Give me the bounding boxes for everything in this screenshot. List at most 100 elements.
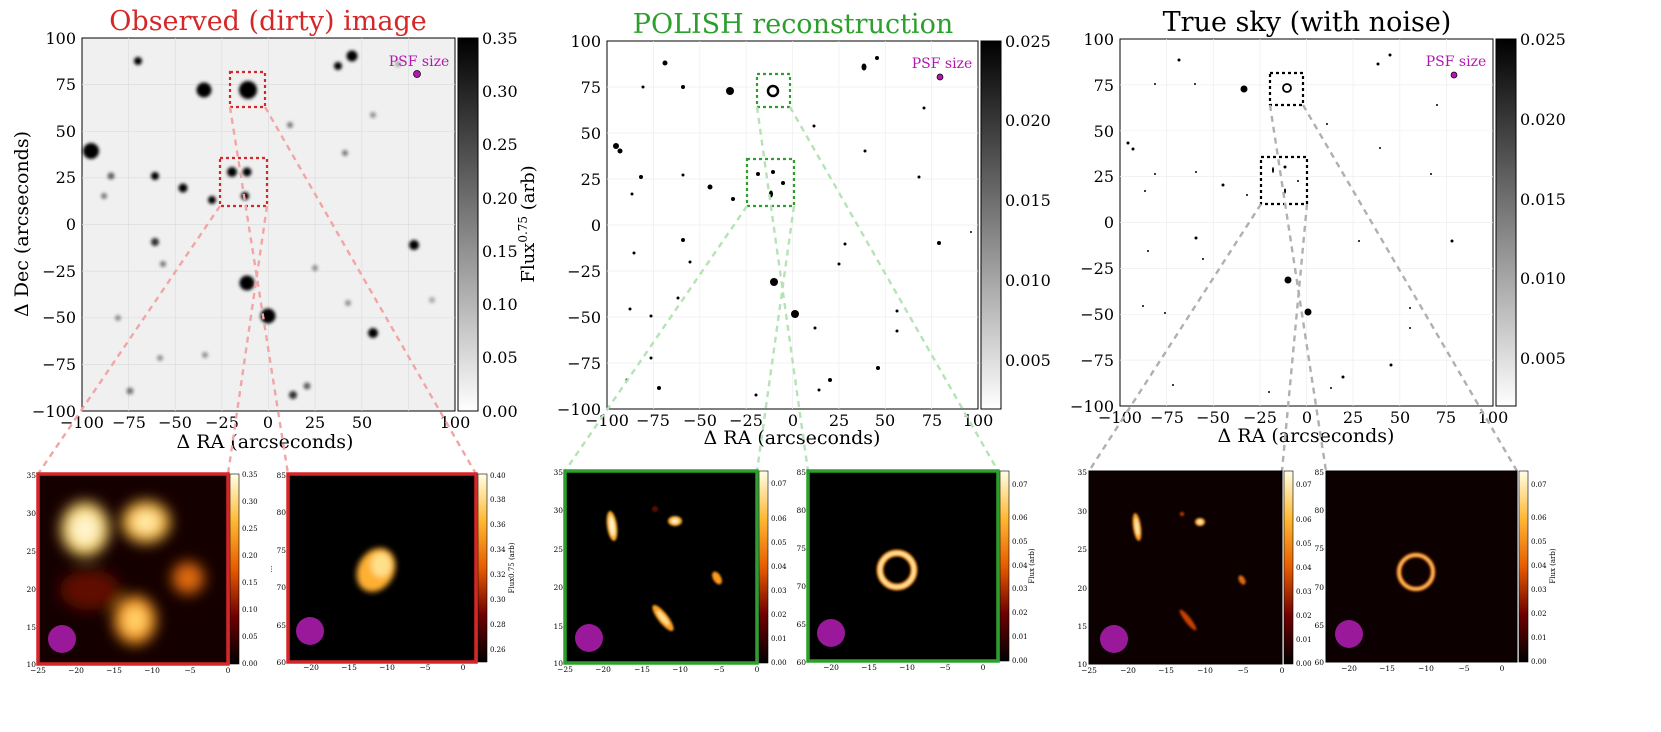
xtick: −100 bbox=[585, 411, 629, 430]
inset-cbtick: 0.05 bbox=[771, 539, 787, 547]
ytick: −100 bbox=[1070, 397, 1114, 416]
inset-cbtick: 0.07 bbox=[771, 480, 787, 488]
inset-xtick: −25 bbox=[30, 666, 46, 675]
inset-ytick: 30 bbox=[1077, 507, 1087, 516]
inset-xtick: −15 bbox=[106, 666, 122, 675]
inset-cbtick: 0.03 bbox=[1012, 585, 1028, 593]
cbtick: 0.25 bbox=[482, 135, 518, 154]
inset-cblabel: Flux (arb) bbox=[1028, 548, 1036, 584]
true-sources bbox=[1126, 53, 1454, 393]
cbtick: 0.020 bbox=[1520, 110, 1566, 129]
inset-cbtick: 0.01 bbox=[1296, 636, 1312, 644]
inset-xtick: −20 bbox=[595, 665, 611, 674]
zoom-box-top-true bbox=[1268, 71, 1305, 107]
ytick: 75 bbox=[1094, 76, 1114, 95]
inset-xtick: −10 bbox=[379, 663, 395, 672]
inset-xtick: −15 bbox=[861, 663, 877, 672]
cbtick: 0.15 bbox=[482, 242, 518, 261]
inset-true-a: 35 30 25 20 15 10 −25 −20 −15 −10 −5 0 0… bbox=[1077, 468, 1312, 675]
xtick: −75 bbox=[636, 411, 670, 430]
inset-ytick: 35 bbox=[553, 468, 563, 477]
cbtick: 0.015 bbox=[1520, 190, 1566, 209]
inset-cbtick: 0.00 bbox=[771, 659, 787, 667]
inset-cbtick: 0.40 bbox=[490, 472, 506, 480]
inset-cbtick: 0.25 bbox=[242, 525, 258, 533]
xtick: 25 bbox=[1343, 408, 1363, 427]
colorbar-label-dirty: Flux0.75 (arb) bbox=[516, 165, 539, 282]
inset-ytick: 15 bbox=[553, 622, 563, 631]
inset-xtick: −20 bbox=[1120, 666, 1136, 675]
xtick: 25 bbox=[305, 413, 325, 432]
xtick: 25 bbox=[829, 411, 849, 430]
inset-xtick: −15 bbox=[341, 663, 357, 672]
xtick: 100 bbox=[1478, 408, 1509, 427]
cbtick: 0.10 bbox=[482, 295, 518, 314]
inset-cbtick: 0.06 bbox=[771, 515, 787, 523]
inset-cbtick: 0.26 bbox=[490, 646, 506, 654]
inset-xtick: −5 bbox=[939, 663, 950, 672]
inset-ytick: 70 bbox=[1314, 583, 1324, 592]
zoom-box-mid-polish bbox=[745, 157, 796, 208]
inset-ytick: 75 bbox=[796, 544, 806, 553]
xtick: −50 bbox=[683, 411, 717, 430]
ytick: 100 bbox=[570, 32, 601, 51]
inset-cbtick: 0.38 bbox=[490, 496, 506, 504]
inset-ytick: 35 bbox=[1077, 468, 1087, 477]
cbtick: 0.005 bbox=[1005, 351, 1051, 370]
inset-cbtick: 0.06 bbox=[1531, 514, 1547, 522]
inset-xtick: −20 bbox=[303, 663, 319, 672]
inset-cbtick: 0.04 bbox=[1296, 564, 1312, 572]
inset-colorbar bbox=[1283, 470, 1294, 665]
ytick: −100 bbox=[32, 402, 76, 421]
ytick: 50 bbox=[1094, 122, 1114, 141]
cbtick: 0.00 bbox=[482, 402, 518, 421]
inset-cbtick: 0.02 bbox=[1012, 609, 1028, 617]
ytick: 0 bbox=[591, 216, 601, 235]
inset-xtick: 0 bbox=[461, 663, 466, 672]
inset-ytick: 30 bbox=[553, 506, 563, 515]
psf-marker-true bbox=[1450, 71, 1458, 79]
xtick: −25 bbox=[1243, 408, 1277, 427]
inset-cbtick: 0.02 bbox=[1296, 612, 1312, 620]
inset-polish-b: 85 80 75 70 65 60 −20 −15 −10 −5 0 0.00 … bbox=[796, 468, 1036, 672]
ytick: 100 bbox=[45, 29, 76, 48]
inset-colorbar bbox=[477, 473, 488, 663]
inset-ytick: 85 bbox=[276, 471, 286, 480]
cbtick: 0.010 bbox=[1520, 269, 1566, 288]
ylabel-dirty: Δ Dec (arcseconds) bbox=[11, 131, 33, 317]
ytick: 25 bbox=[56, 168, 76, 187]
inset-ytick: 30 bbox=[26, 509, 36, 518]
xtick: −50 bbox=[1196, 408, 1230, 427]
inset-cbtick: 0.34 bbox=[490, 546, 506, 554]
psf-label-true: PSF size bbox=[1426, 54, 1487, 70]
inset-ytick: 10 bbox=[26, 660, 36, 669]
inset-ytick: 25 bbox=[26, 547, 36, 556]
inset-colorbar bbox=[758, 470, 769, 664]
xtick: 50 bbox=[352, 413, 372, 432]
dirty-sources bbox=[83, 50, 435, 399]
inset-ytick: 80 bbox=[276, 508, 286, 517]
inset-cbtick: 0.30 bbox=[490, 596, 506, 604]
inset-ytick: 70 bbox=[796, 582, 806, 591]
cbtick: 0.025 bbox=[1005, 32, 1051, 51]
xtick: −100 bbox=[1098, 408, 1142, 427]
xtick: 0 bbox=[1302, 408, 1312, 427]
ytick: 100 bbox=[1083, 30, 1114, 49]
inset-ytick: 65 bbox=[276, 621, 286, 630]
inset-cbtick: 0.01 bbox=[1531, 634, 1547, 642]
inset-cbtick: 0.00 bbox=[1296, 660, 1312, 668]
xtick: −75 bbox=[1150, 408, 1184, 427]
ytick: −50 bbox=[42, 308, 76, 327]
inset-cbtick: 0.04 bbox=[771, 563, 787, 571]
inset-xtick: −5 bbox=[1458, 664, 1469, 673]
zoom-box-top-polish bbox=[755, 72, 792, 109]
inset-xtick: −20 bbox=[68, 666, 84, 675]
inset-xtick: −5 bbox=[419, 663, 430, 672]
inset-ytick: 20 bbox=[26, 585, 36, 594]
inset-cbtick: 0.20 bbox=[242, 552, 258, 560]
inset-cbtick: 0.01 bbox=[771, 635, 787, 643]
cbtick: 0.30 bbox=[482, 82, 518, 101]
inset-cbtick: 0.02 bbox=[771, 611, 787, 619]
inset-colorbar bbox=[1518, 470, 1529, 663]
